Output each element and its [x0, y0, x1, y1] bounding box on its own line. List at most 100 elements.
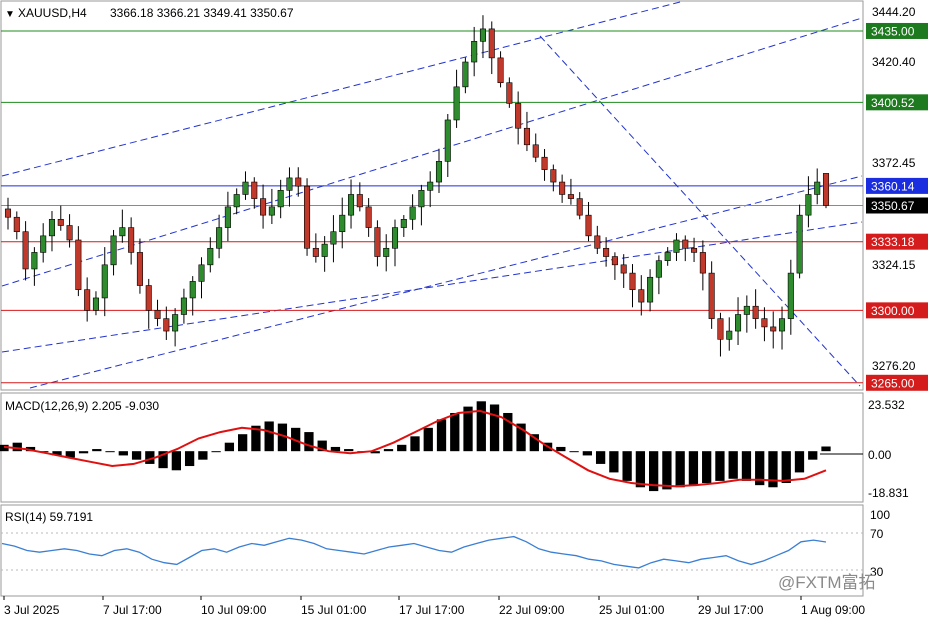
- candle: [559, 174, 566, 203]
- price-badge-bg: [866, 197, 928, 214]
- candle-body: [664, 252, 671, 261]
- candle-body: [682, 239, 689, 249]
- candle-body: [770, 326, 777, 332]
- price-panel: [0, 0, 864, 391]
- price-badge-bg: [866, 233, 928, 250]
- candle: [708, 261, 715, 329]
- candle-body: [418, 190, 425, 208]
- candle-body: [427, 181, 434, 191]
- candle-body: [638, 289, 645, 303]
- candle: [356, 182, 363, 212]
- price-badge-text: 3360.14: [871, 179, 915, 193]
- candle-body: [31, 252, 38, 270]
- macd-bar: [397, 444, 407, 452]
- macd-bar: [65, 451, 75, 458]
- channel-lower-line[interactable]: [29, 175, 863, 389]
- candle: [611, 252, 618, 280]
- price-badge-6: 3265.00: [866, 374, 928, 391]
- candle: [603, 237, 610, 267]
- collapse-arrow-icon[interactable]: ▼: [5, 9, 15, 20]
- candle-body: [620, 264, 627, 274]
- candle-body: [356, 194, 363, 208]
- candle: [189, 276, 196, 316]
- time-tick: 22 Jul 09:00: [499, 603, 565, 617]
- candle: [673, 233, 680, 261]
- candle-body: [242, 181, 249, 195]
- candle-body: [673, 239, 680, 253]
- down-trend-line[interactable]: [539, 35, 861, 387]
- price-badge-text: 3333.18: [871, 235, 915, 249]
- candle: [110, 229, 117, 276]
- candle-body: [796, 214, 803, 274]
- candle-body: [743, 305, 750, 315]
- candle: [435, 148, 443, 193]
- macd-bar: [105, 451, 115, 453]
- candle-body: [761, 318, 768, 328]
- candle: [488, 21, 495, 75]
- time-tick: 15 Jul 01:00: [301, 603, 367, 617]
- rsi-tick: 30: [870, 565, 884, 579]
- macd-bar: [171, 451, 181, 471]
- candle: [822, 173, 830, 209]
- time-tick: 3 Jul 2025: [4, 603, 60, 617]
- macd-bar: [423, 427, 433, 452]
- rsi-axis: 100 70 30: [870, 508, 890, 579]
- candle: [216, 214, 223, 259]
- rsi-line: [1, 535, 827, 569]
- candle: [40, 223, 47, 263]
- price-tick: 3420.40: [872, 55, 916, 69]
- candle: [136, 238, 143, 294]
- price-tick: 3276.20: [872, 359, 916, 373]
- candle: [374, 220, 381, 267]
- macd-bar: [145, 451, 155, 464]
- price-badge-text: 3265.00: [871, 376, 915, 390]
- candle-body: [647, 276, 654, 303]
- support-line[interactable]: [1, 221, 863, 353]
- price-badge-text: 3350.67: [871, 199, 915, 213]
- candle: [304, 178, 311, 256]
- candle: [735, 297, 742, 346]
- candle-body: [506, 82, 513, 104]
- price-badge-4: 3333.18: [866, 233, 928, 250]
- macd-bar: [330, 446, 341, 452]
- candle-body: [778, 318, 786, 332]
- candle-body: [594, 235, 601, 249]
- price-badge-bg: [866, 177, 928, 194]
- candle-body: [717, 318, 724, 340]
- candle: [427, 171, 434, 208]
- time-axis: 3 Jul 2025 7 Jul 17:00 10 Jul 09:00 15 J…: [3, 596, 865, 617]
- candle-body: [488, 28, 495, 59]
- price-axis: 3444.20 3420.40 3372.45 3324.15 3276.20: [872, 5, 916, 373]
- candle-body: [708, 272, 715, 319]
- candle: [770, 311, 777, 349]
- macd-bar: [463, 406, 473, 452]
- candle-body: [462, 61, 469, 88]
- candle: [101, 247, 108, 317]
- candle-body: [4, 208, 12, 218]
- candle: [796, 204, 803, 279]
- candle-body: [22, 231, 29, 270]
- candle: [145, 278, 152, 329]
- symbol-label: XAUUSD,H4: [18, 6, 87, 20]
- candle: [92, 291, 99, 316]
- candle-body: [268, 206, 275, 216]
- channel-middle-line[interactable]: [1, 17, 863, 287]
- macd-bar: [0, 444, 9, 452]
- macd-bar: [529, 434, 539, 452]
- candle: [128, 217, 135, 265]
- macd-bar: [476, 401, 486, 452]
- candle-body: [515, 103, 522, 129]
- candle-body: [339, 214, 346, 233]
- candle: [339, 197, 346, 249]
- price-tick: 3324.15: [872, 258, 916, 272]
- macd-bar: [715, 451, 725, 481]
- candle-body: [84, 289, 91, 311]
- macd-bar: [582, 451, 592, 456]
- candle-body: [180, 297, 187, 315]
- macd-bar: [224, 442, 235, 452]
- candle: [506, 77, 513, 108]
- candle: [48, 211, 56, 252]
- macd-bar: [808, 451, 818, 460]
- candle: [550, 164, 557, 192]
- candle-body: [471, 41, 478, 63]
